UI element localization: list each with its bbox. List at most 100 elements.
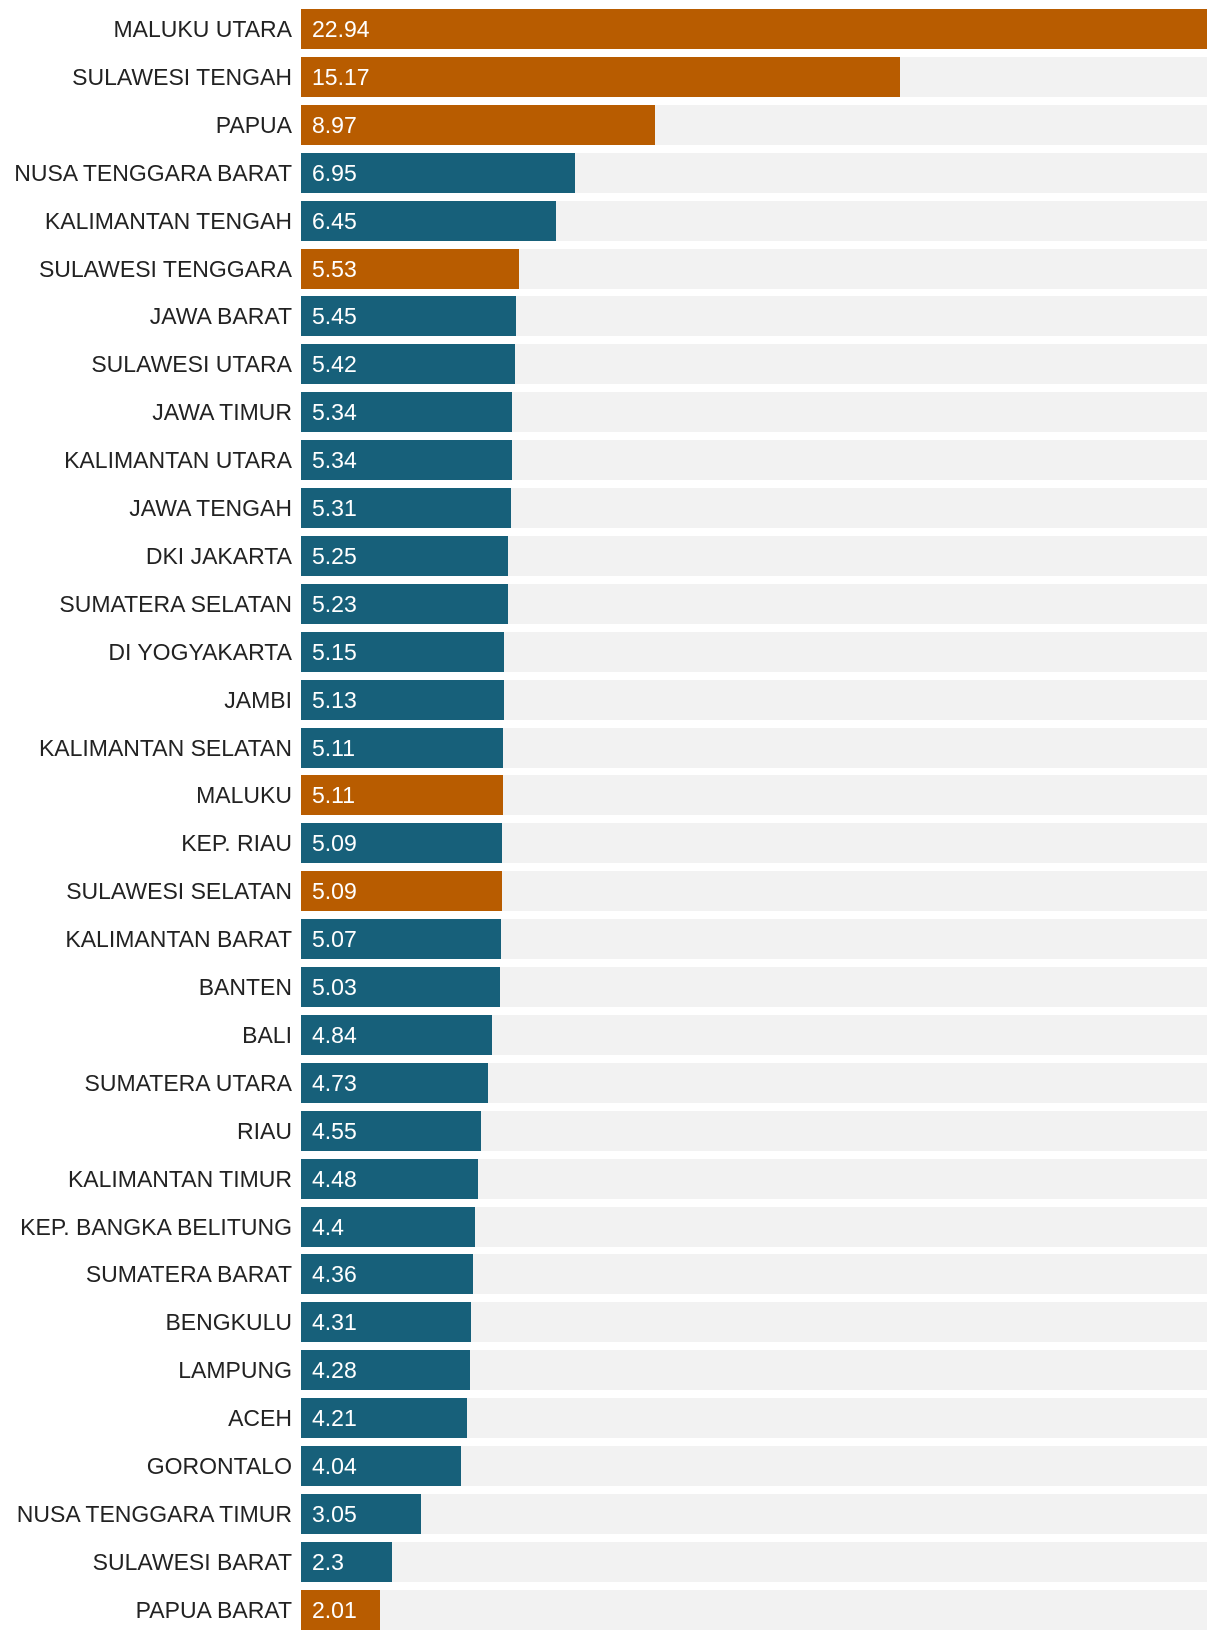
bar-row: RIAU 4.55	[0, 1107, 1220, 1155]
bar-track	[301, 1589, 1207, 1630]
bar	[301, 1446, 461, 1486]
value-label: 5.34	[312, 399, 357, 426]
value-label: 4.36	[312, 1261, 357, 1288]
value-label: 4.84	[312, 1021, 357, 1048]
bar-row: JAWA TIMUR 5.34	[0, 388, 1220, 436]
bar-row: GORONTALO 4.04	[0, 1442, 1220, 1490]
category-label: DKI JAKARTA	[145, 542, 292, 569]
bar	[301, 56, 901, 97]
bar-row: PAPUA 8.97	[0, 101, 1220, 149]
category-label: NUSA TENGGARA BARAT	[14, 159, 292, 186]
value-label: 5.07	[312, 926, 357, 953]
category-label: PAPUA	[215, 111, 292, 138]
bar	[301, 775, 503, 816]
value-label: 5.09	[312, 830, 357, 857]
bar-row: KALIMANTAN TIMUR 4.48	[0, 1155, 1220, 1203]
bar	[301, 200, 556, 241]
category-label: SUMATERA SELATAN	[59, 590, 292, 617]
category-label: JAMBI	[224, 686, 292, 713]
bar-row: KALIMANTAN BARAT 5.07	[0, 915, 1220, 963]
bar-row: KEP. RIAU 5.09	[0, 819, 1220, 867]
category-label: KALIMANTAN UTARA	[64, 447, 292, 474]
bar-row: LAMPUNG 4.28	[0, 1346, 1220, 1394]
bar	[301, 1398, 468, 1439]
category-label: KALIMANTAN SELATAN	[38, 734, 292, 761]
category-label: DI YOGYAKARTA	[108, 638, 292, 665]
bar	[301, 967, 500, 1007]
bar	[301, 823, 503, 864]
value-label: 5.23	[312, 590, 357, 617]
value-label: 3.05	[312, 1500, 357, 1527]
category-label: KEP. RIAU	[181, 830, 292, 857]
bar	[301, 1206, 475, 1247]
bar	[301, 919, 502, 960]
bar	[301, 871, 503, 912]
category-label: NUSA TENGGARA TIMUR	[16, 1500, 292, 1527]
category-label: MALUKU	[196, 782, 292, 809]
value-label: 6.95	[312, 159, 357, 186]
bar	[301, 1350, 471, 1391]
category-label: SULAWESI TENGAH	[72, 63, 292, 90]
value-label: 8.97	[312, 111, 357, 138]
bar-row: SUMATERA BARAT 4.36	[0, 1250, 1220, 1298]
category-label: KALIMANTAN TENGAH	[44, 207, 292, 234]
value-label: 4.4	[312, 1213, 344, 1240]
bar	[301, 727, 503, 768]
value-label: 5.42	[312, 351, 357, 378]
bar-track	[301, 1541, 1207, 1582]
bar	[301, 392, 512, 433]
category-label: SULAWESI TENGGARA	[38, 255, 292, 282]
bar	[301, 1014, 493, 1055]
bar	[301, 679, 504, 720]
category-label: SULAWESI BARAT	[92, 1548, 292, 1575]
bar-row: KEP. BANGKA BELITUNG 4.4	[0, 1203, 1220, 1251]
bar-row: BENGKULU 4.31	[0, 1298, 1220, 1346]
bar	[301, 1110, 481, 1151]
category-label: JAWA BARAT	[149, 303, 292, 330]
bar-row: NUSA TENGGARA BARAT 6.95	[0, 149, 1220, 197]
bar	[301, 488, 511, 528]
bar	[301, 1541, 392, 1582]
value-label: 4.55	[312, 1117, 357, 1144]
bar-row: BANTEN 5.03	[0, 963, 1220, 1011]
bar-row: KALIMANTAN SELATAN 5.11	[0, 724, 1220, 772]
value-label: 5.34	[312, 447, 357, 474]
value-label: 4.28	[312, 1357, 357, 1384]
category-label: GORONTALO	[146, 1453, 292, 1479]
category-label: JAWA TIMUR	[152, 399, 292, 426]
bar	[301, 9, 1207, 49]
bar	[301, 1254, 474, 1295]
value-label: 5.09	[312, 878, 357, 905]
category-label: BANTEN	[198, 974, 292, 1000]
value-label: 15.17	[312, 63, 370, 90]
value-label: 6.45	[312, 207, 357, 234]
bar-row: BALI 4.84	[0, 1011, 1220, 1059]
bar-row: DKI JAKARTA 5.25	[0, 532, 1220, 580]
bar	[301, 1062, 488, 1103]
bar-row: KALIMANTAN TENGAH 6.45	[0, 197, 1220, 245]
value-label: 5.11	[312, 782, 356, 809]
bar	[301, 1158, 478, 1199]
value-label: 4.04	[312, 1453, 357, 1479]
bar	[301, 631, 505, 672]
value-label: 5.15	[312, 638, 357, 665]
bar-row: SULAWESI BARAT 2.3	[0, 1538, 1220, 1586]
bar	[301, 296, 517, 337]
category-label: KALIMANTAN BARAT	[65, 926, 292, 953]
category-label: BALI	[242, 1021, 292, 1048]
value-label: 4.31	[312, 1309, 357, 1336]
value-label: 5.45	[312, 303, 357, 330]
bar-row: KALIMANTAN UTARA 5.34	[0, 436, 1220, 484]
bar	[301, 583, 508, 624]
bar-row: DI YOGYAKARTA 5.15	[0, 628, 1220, 676]
bar	[301, 1493, 422, 1534]
value-label: 5.25	[312, 542, 357, 569]
category-label: RIAU	[237, 1117, 292, 1144]
category-label: SUMATERA UTARA	[84, 1069, 292, 1096]
bar-row: JAWA TENGAH 5.31	[0, 484, 1220, 532]
category-label: ACEH	[228, 1405, 292, 1432]
bar-row: JAWA BARAT 5.45	[0, 292, 1220, 340]
bar-row: SULAWESI UTARA 5.42	[0, 340, 1220, 388]
bar-row: JAMBI 5.13	[0, 676, 1220, 724]
